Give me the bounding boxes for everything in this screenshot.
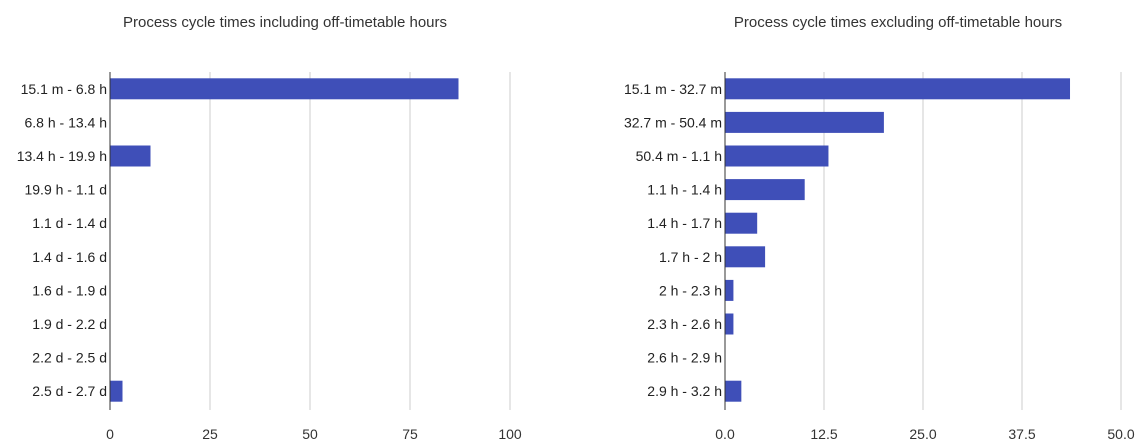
x-tick-label: 50 bbox=[302, 426, 318, 442]
bar bbox=[725, 111, 884, 133]
category-label: 19.9 h - 1.1 d bbox=[24, 182, 107, 198]
bar bbox=[725, 279, 734, 301]
bar bbox=[725, 179, 805, 201]
x-tick-label: 0.0 bbox=[715, 426, 735, 442]
x-tick-label: 37.5 bbox=[1008, 426, 1035, 442]
category-label: 1.4 d - 1.6 d bbox=[32, 249, 107, 265]
bar bbox=[110, 145, 151, 167]
x-tick-label: 100 bbox=[498, 426, 522, 442]
category-label: 2.6 h - 2.9 h bbox=[647, 350, 722, 366]
category-label: 32.7 m - 50.4 m bbox=[624, 114, 722, 130]
bar bbox=[110, 78, 459, 100]
category-label: 2.5 d - 2.7 d bbox=[32, 383, 107, 399]
category-label: 1.6 d - 1.9 d bbox=[32, 282, 107, 298]
bar bbox=[725, 212, 758, 234]
category-label: 1.1 d - 1.4 d bbox=[32, 215, 107, 231]
x-tick-label: 25.0 bbox=[909, 426, 936, 442]
category-label: 15.1 m - 6.8 h bbox=[21, 81, 107, 97]
chart-including-svg: Process cycle times including off-timeta… bbox=[17, 14, 522, 442]
bar bbox=[725, 313, 734, 335]
chart-including-off-timetable: Process cycle times including off-timeta… bbox=[0, 0, 560, 444]
chart-title: Process cycle times excluding off-timeta… bbox=[734, 14, 1062, 31]
x-tick-label: 25 bbox=[202, 426, 218, 442]
x-tick-label: 75 bbox=[402, 426, 418, 442]
category-label: 1.4 h - 1.7 h bbox=[647, 215, 722, 231]
category-label: 2.2 d - 2.5 d bbox=[32, 350, 107, 366]
category-label: 15.1 m - 32.7 m bbox=[624, 81, 722, 97]
bar bbox=[110, 380, 123, 402]
chart-excluding-off-timetable: Process cycle times excluding off-timeta… bbox=[575, 0, 1138, 444]
category-label: 6.8 h - 13.4 h bbox=[24, 114, 107, 130]
chart-excluding-svg: Process cycle times excluding off-timeta… bbox=[624, 14, 1135, 442]
bar bbox=[725, 380, 742, 402]
x-tick-label: 12.5 bbox=[810, 426, 837, 442]
category-label: 13.4 h - 19.9 h bbox=[17, 148, 107, 164]
category-label: 1.9 d - 2.2 d bbox=[32, 316, 107, 332]
x-tick-label: 50.0 bbox=[1107, 426, 1134, 442]
bar bbox=[725, 246, 766, 268]
bar bbox=[725, 145, 829, 167]
category-label: 2.3 h - 2.6 h bbox=[647, 316, 722, 332]
category-label: 2 h - 2.3 h bbox=[659, 282, 722, 298]
bar bbox=[725, 78, 1071, 100]
category-label: 50.4 m - 1.1 h bbox=[636, 148, 722, 164]
category-label: 1.1 h - 1.4 h bbox=[647, 182, 722, 198]
chart-title: Process cycle times including off-timeta… bbox=[123, 14, 447, 31]
category-label: 2.9 h - 3.2 h bbox=[647, 383, 722, 399]
category-label: 1.7 h - 2 h bbox=[659, 249, 722, 265]
x-tick-label: 0 bbox=[106, 426, 114, 442]
